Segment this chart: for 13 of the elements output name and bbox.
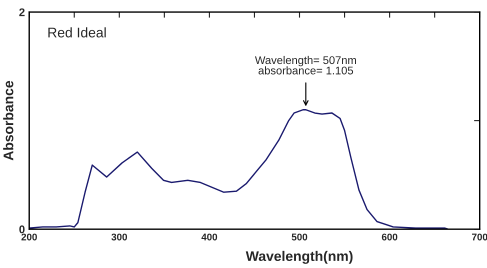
- x-tick-label: 400: [201, 234, 218, 240]
- x-tick-label: 300: [111, 234, 128, 240]
- text: Red Ideal: [48, 27, 106, 38]
- y-tick-label: 2: [19, 8, 25, 16]
- y-tick-label: 0: [19, 225, 25, 234]
- line-series: [29, 109, 449, 230]
- x-tick-label: 600: [382, 234, 398, 240]
- x-tick-label: 500: [292, 234, 308, 240]
- annotation: Wavelength= 507nm absorbance= 1.105: [254, 56, 356, 74]
- x-axis-title: Wavelength(nm): [246, 250, 353, 264]
- y-axis-title: Absorbance: [3, 80, 14, 160]
- x-tick-label: 700: [472, 234, 487, 240]
- x-tick-label: 200: [21, 234, 37, 240]
